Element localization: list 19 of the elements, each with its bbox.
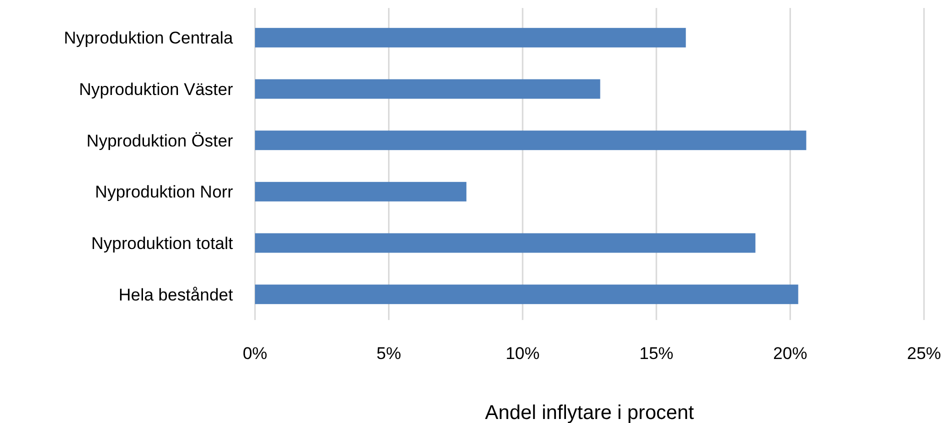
bar: [255, 233, 756, 253]
y-tick-label: Nyproduktion Öster: [86, 131, 234, 150]
x-tick-label: 10%: [506, 344, 540, 363]
bar: [255, 28, 686, 48]
bar: [255, 79, 600, 99]
y-tick-label: Nyproduktion Norr: [95, 182, 234, 202]
y-tick-label: Hela beståndet: [118, 285, 234, 304]
bar: [255, 182, 466, 202]
x-axis-title: Andel inflytare i procent: [484, 402, 694, 423]
bar: [255, 130, 806, 150]
y-tick-label: Nyproduktion Centrala: [64, 28, 234, 48]
x-tick-label: 25%: [906, 344, 942, 363]
y-tick-label: Nyproduktion Väster: [78, 80, 234, 99]
bar: [255, 284, 798, 304]
y-tick-label: Nyproduktion totalt: [91, 234, 234, 253]
x-tick-label: 15%: [639, 344, 674, 363]
x-tick-label: 5%: [376, 344, 402, 363]
x-tick-label: 20%: [773, 344, 808, 363]
x-tick-label: 0%: [242, 344, 268, 363]
